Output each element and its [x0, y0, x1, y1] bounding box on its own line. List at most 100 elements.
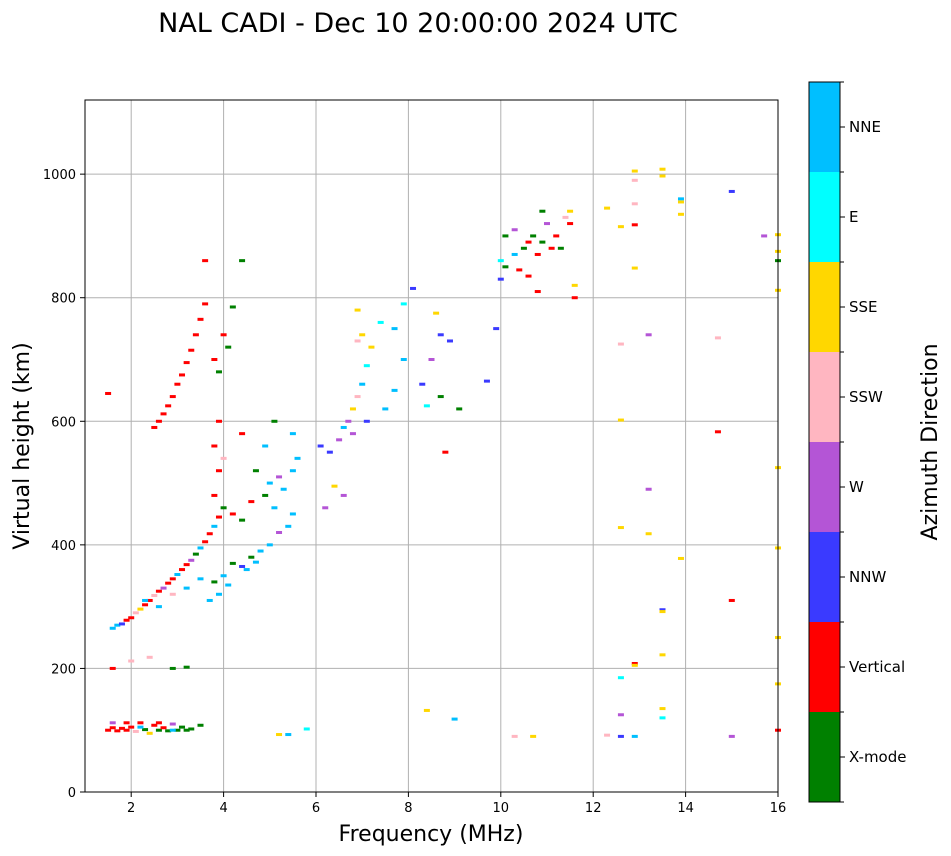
- echo-point: [229, 512, 236, 516]
- echo-point: [197, 546, 204, 550]
- echo-point: [220, 333, 227, 337]
- echo-point: [423, 708, 430, 712]
- echo-point: [631, 223, 638, 227]
- echo-point: [206, 598, 213, 602]
- echo-point: [645, 333, 652, 337]
- colorbar-segment: [809, 532, 840, 622]
- echo-point: [442, 450, 449, 454]
- y-tick-label: 600: [51, 415, 76, 430]
- colorbar-label: Azimuth Direction: [918, 343, 943, 540]
- echo-point: [617, 342, 624, 346]
- echo-point: [197, 317, 204, 321]
- echo-point: [359, 382, 366, 386]
- echo-point: [137, 721, 144, 725]
- x-tick-label: 8: [404, 801, 412, 816]
- echo-point: [183, 586, 190, 590]
- echo-point: [631, 661, 638, 665]
- colorbar-segment: [809, 442, 840, 532]
- colorbar: X-mode Vertical NNW W SSW SSE E NNE: [808, 81, 906, 803]
- echo-point: [211, 580, 218, 584]
- echo-point: [677, 212, 684, 216]
- echo-point: [109, 626, 116, 630]
- echo-point: [165, 729, 172, 733]
- echo-point: [303, 727, 310, 731]
- echo-point: [377, 320, 384, 324]
- echo-point: [645, 532, 652, 536]
- grid-lines: [85, 100, 779, 793]
- echo-point: [142, 598, 149, 602]
- echo-point: [262, 444, 269, 448]
- echo-point: [631, 663, 638, 667]
- echo-point: [617, 713, 624, 717]
- echo-point: [215, 419, 222, 423]
- echo-point: [118, 726, 125, 730]
- echo-point: [211, 358, 218, 361]
- echo-point: [123, 618, 130, 622]
- echo-point: [571, 283, 578, 287]
- echo-point: [132, 729, 139, 733]
- echo-point: [192, 552, 199, 556]
- echo-point: [511, 252, 518, 256]
- y-axis-ticks: 0 200 400 600 800 1000: [43, 168, 85, 801]
- echo-point: [285, 733, 292, 737]
- echo-point: [169, 395, 176, 399]
- echo-point: [530, 734, 537, 738]
- echo-point: [128, 659, 135, 663]
- echo-point: [211, 524, 218, 528]
- echo-point: [179, 568, 186, 572]
- echo-point: [728, 598, 735, 602]
- y-axis-label: Virtual height (km): [10, 342, 35, 549]
- echo-point: [520, 246, 527, 250]
- echo-point: [382, 407, 389, 411]
- echo-point: [169, 577, 176, 581]
- echo-point: [151, 723, 158, 727]
- colorbar-tick-label: SSW: [849, 388, 883, 406]
- echo-point: [206, 532, 213, 536]
- echo-point: [604, 733, 611, 737]
- echo-point: [336, 438, 343, 442]
- echo-point: [714, 430, 721, 434]
- echo-point: [239, 518, 246, 522]
- echo-point: [437, 395, 444, 399]
- echo-point: [276, 733, 283, 737]
- echo-point: [197, 723, 204, 727]
- echo-point: [248, 555, 255, 559]
- echo-point: [567, 222, 574, 226]
- echo-point: [266, 543, 273, 547]
- echo-point: [280, 487, 287, 491]
- echo-point: [252, 469, 259, 473]
- echo-point: [446, 339, 453, 343]
- echo-point: [368, 345, 375, 349]
- echo-point: [322, 506, 329, 510]
- echo-point: [511, 228, 518, 232]
- echo-point: [243, 568, 250, 572]
- echo-point: [419, 382, 426, 386]
- echo-point: [502, 234, 509, 238]
- echo-point: [179, 725, 186, 729]
- echo-point: [349, 407, 356, 411]
- y-tick-label: 800: [51, 292, 76, 307]
- y-tick-label: 400: [51, 539, 76, 554]
- echo-point: [192, 333, 199, 337]
- echo-point: [155, 419, 162, 423]
- echo-point: [220, 456, 227, 460]
- echo-point: [229, 561, 236, 565]
- echo-point: [155, 728, 162, 732]
- echo-point: [345, 419, 352, 423]
- echo-point: [220, 506, 227, 510]
- echo-point: [188, 558, 195, 562]
- colorbar-tick-label: W: [849, 478, 864, 496]
- echo-point: [497, 277, 504, 281]
- echo-point: [617, 676, 624, 680]
- echo-point: [252, 560, 259, 564]
- echo-point: [567, 209, 574, 213]
- echo-point: [525, 240, 532, 244]
- echo-point: [557, 246, 564, 250]
- echo-point: [197, 577, 204, 581]
- echo-point: [391, 388, 398, 392]
- echo-point: [215, 515, 222, 519]
- echo-point: [423, 404, 430, 408]
- echo-point: [114, 729, 121, 733]
- echo-point: [511, 734, 518, 738]
